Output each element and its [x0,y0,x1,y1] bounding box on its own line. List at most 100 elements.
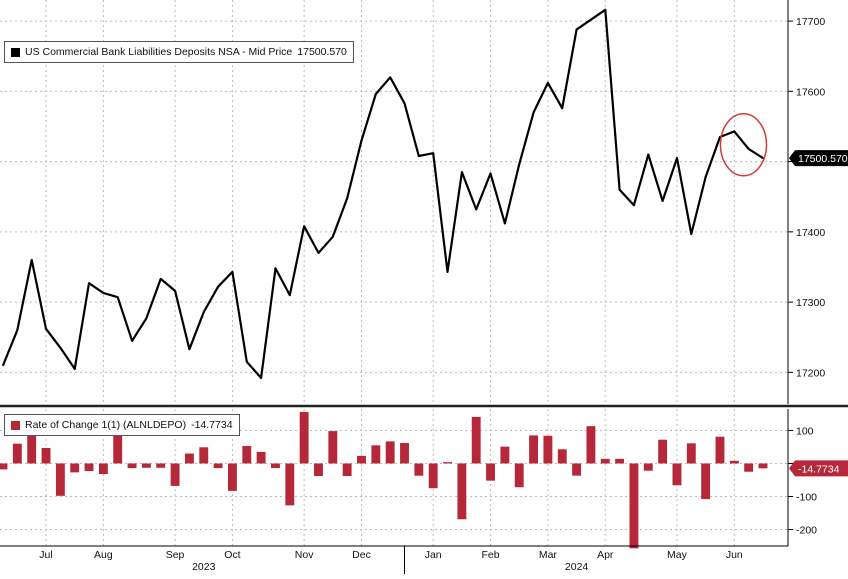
roc-bar [41,447,51,464]
bars-layer [0,411,768,549]
bottom-last-value-tag: -14.7734 [798,463,840,475]
deposits-point [432,152,434,154]
roc-bar [184,453,194,464]
deposits-point [245,361,248,363]
roc-bar [658,439,668,464]
roc-bar [615,458,625,464]
top-legend-value: 17500.570 [297,46,347,58]
roc-bar [543,435,553,464]
roc-bar [744,463,754,472]
deposits-point [518,163,521,166]
roc-bar [471,416,481,464]
top-legend-label: US Commercial Bank Liabilities Deposits … [25,46,293,58]
roc-bar [715,436,725,464]
roc-bar [643,463,653,471]
roc-bar [385,441,395,464]
deposits-point [332,235,334,238]
deposits-point [418,155,420,157]
month-label-apr: Apr [597,549,614,561]
month-label-dec: Dec [352,549,371,561]
roc-bar [514,463,524,488]
deposits-point [360,139,363,142]
deposits-point [733,130,736,133]
deposits-point [403,102,406,105]
roc-bar [314,463,323,477]
deposits-point [116,296,119,299]
roc-bar [98,463,108,475]
roc-bar [557,449,567,464]
deposits-line [1,8,764,380]
deposits-point [375,93,377,95]
deposits-point [575,28,578,31]
roc-bar [758,463,768,469]
top-last-value-tag: 17500.570 [798,153,848,165]
roc-bar [371,445,381,464]
roc-bar [84,463,94,472]
roc-bar [672,463,682,486]
deposits-point [231,271,234,273]
roc-bar [400,443,409,464]
bottom-legend-label: Rate of Change 1(1) (ALNLDEPO) [25,419,187,431]
deposits-point [88,282,90,284]
month-label-mar: Mar [539,549,558,561]
deposits-point [446,271,449,273]
deposits-point [2,364,4,367]
bottom-legend-value: -14.7734 [191,419,233,431]
deposits-point [73,368,76,370]
roc-bar [113,431,123,464]
deposits-point [475,208,478,211]
roc-bar [55,463,65,496]
highlight-circle [719,112,768,177]
deposits-point [346,197,348,199]
month-label-may: May [667,549,688,561]
roc-bar [227,463,237,491]
roc-bar [12,443,22,464]
month-label-nov: Nov [295,549,314,561]
month-label-jul: Jul [39,549,52,561]
deposits-point [217,285,219,288]
roc-bar [428,463,438,489]
deposits-point [661,200,664,202]
month-label-jan: Jan [425,549,442,561]
roc-bar [486,463,495,481]
roc-bar [141,463,151,468]
roc-bar [629,463,639,549]
roc-bar [600,458,610,464]
top-ytick-label: 17300 [796,297,825,309]
deposits-point [676,157,678,159]
roc-bar [586,426,596,464]
bottom-legend-swatch [11,420,20,430]
deposits-point [45,328,47,330]
line-layer [1,8,764,380]
deposits-point [30,259,33,261]
deposits-point [747,148,750,150]
deposits-point [690,233,693,235]
top-ytick-label: 17600 [796,86,825,98]
deposits-point [389,76,391,79]
roc-bar [686,443,696,464]
deposits-point [504,222,506,225]
roc-bar [500,446,510,464]
deposits-point [145,317,148,320]
roc-bar [342,463,352,477]
roc-bar [443,462,452,464]
month-label-sep: Sep [166,549,185,561]
deposits-point [532,111,535,114]
roc-bar [299,411,309,464]
roc-bar [271,463,280,469]
deposits-point [159,278,162,280]
top-last-value-tag-bg [789,150,848,167]
roc-bar [729,460,739,464]
roc-bar [357,455,366,464]
roc-bar [285,463,295,506]
bottom-ytick-label: -200 [796,524,817,536]
month-label-jun: Jun [726,549,743,561]
deposits-point [547,82,549,84]
roc-bar [27,430,37,464]
top-ytick-label: 17700 [796,16,825,28]
deposits-point [16,329,19,332]
deposits-point [461,171,463,173]
